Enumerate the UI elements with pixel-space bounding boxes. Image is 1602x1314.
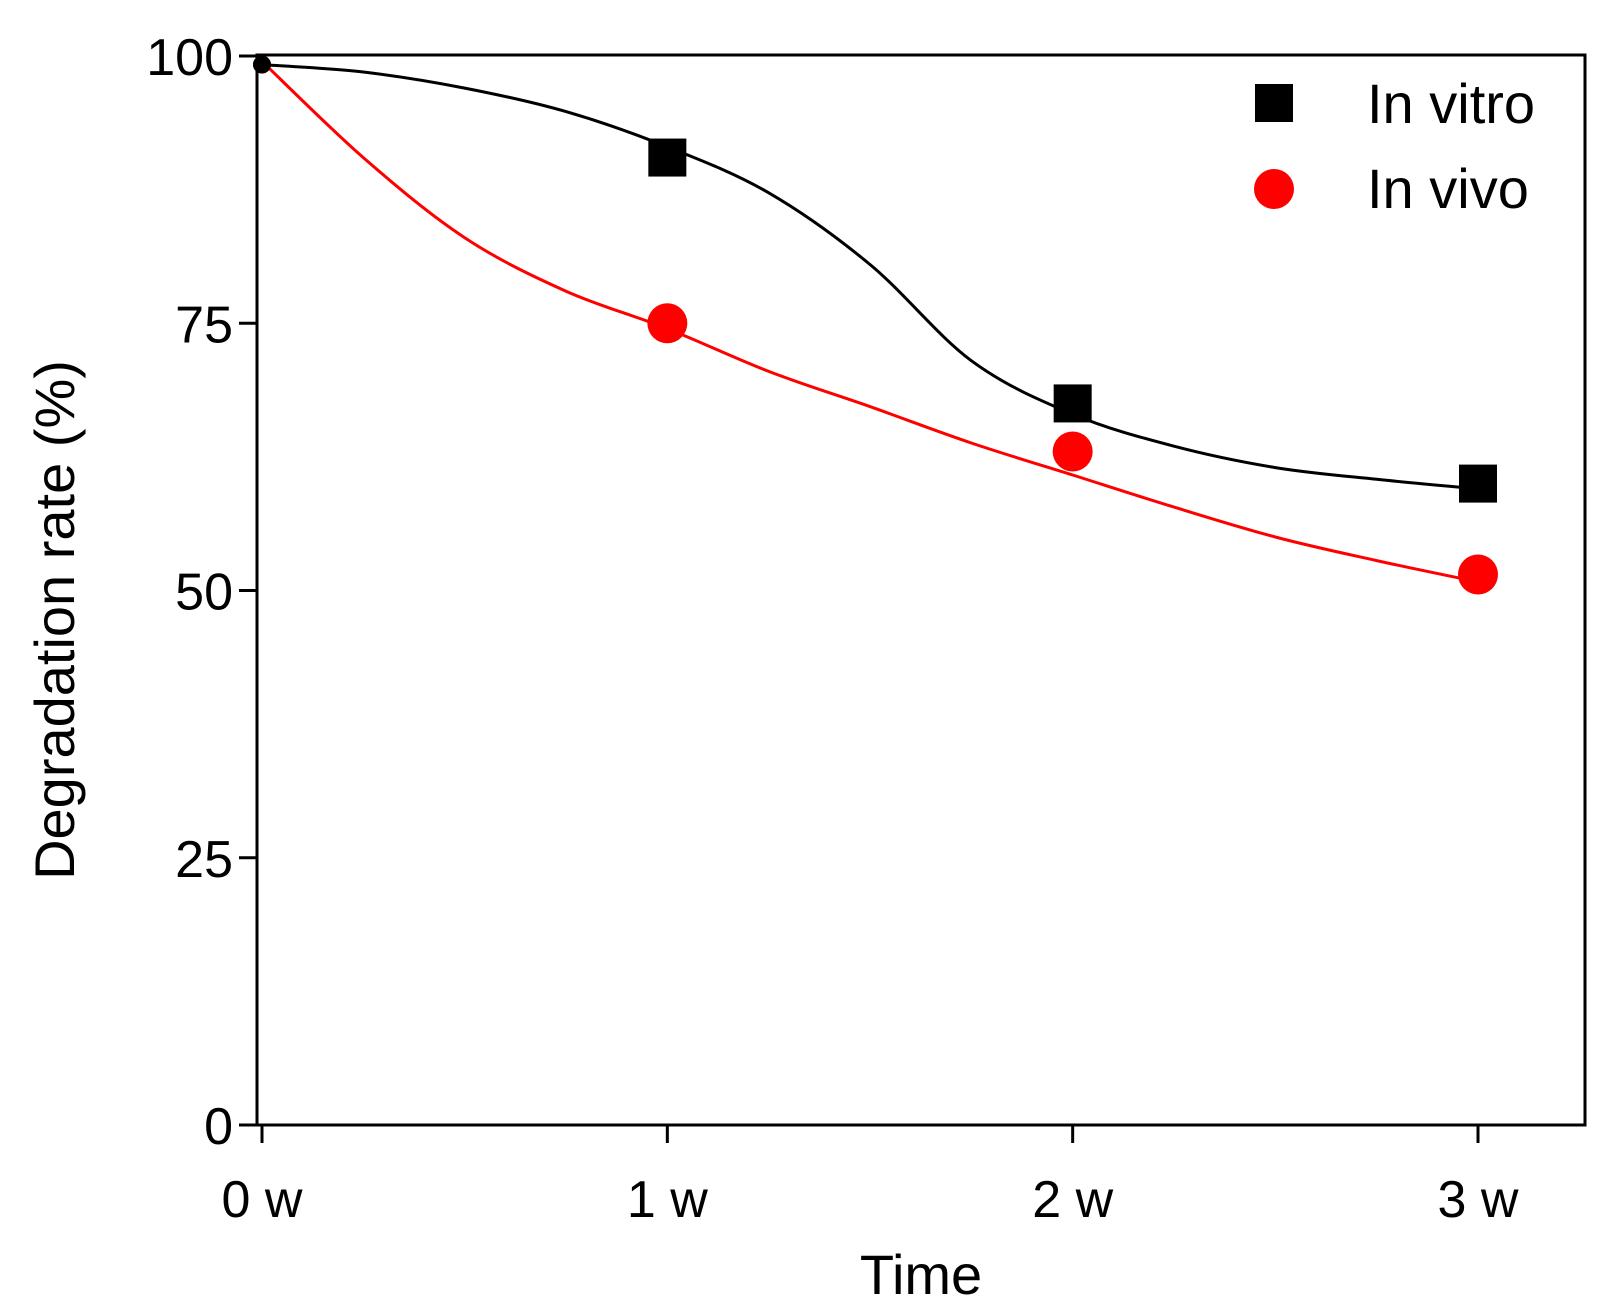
fit-curve-in-vivo [260, 60, 1479, 584]
x-tick-label: 0 w [222, 1171, 303, 1229]
y-tick-label: 50 [175, 564, 233, 622]
data-point-in-vitro [648, 138, 687, 177]
y-tick-label: 25 [175, 831, 233, 889]
fit-curves [260, 60, 1479, 584]
data-point-in-vivo [647, 303, 688, 344]
x-tick-label: 3 w [1438, 1171, 1519, 1229]
data-point-in-vivo [1052, 431, 1093, 472]
x-axis-ticks: 0 w 1 w 2 w 3 w [222, 1125, 1519, 1229]
legend: In vitro In vivo [1254, 72, 1535, 220]
data-point-in-vivo [1458, 554, 1498, 595]
x-axis-label: Time [860, 1243, 982, 1306]
data-markers [253, 55, 1498, 595]
y-axis-label: Degradation rate (%) [23, 360, 86, 880]
legend-marker-in-vitro [1255, 84, 1293, 122]
legend-marker-in-vivo [1254, 169, 1294, 209]
x-tick-label: 2 w [1032, 1171, 1113, 1229]
y-tick-label: 100 [146, 29, 233, 87]
legend-label-in-vivo: In vivo [1367, 157, 1529, 220]
data-point-in-vitro [1053, 384, 1092, 423]
y-tick-label: 0 [204, 1098, 233, 1156]
x-tick-label: 1 w [627, 1171, 708, 1229]
data-point-in-vitro [1459, 464, 1497, 503]
y-tick-label: 75 [175, 296, 233, 354]
data-point-in-vitro [253, 55, 271, 74]
fit-curve-in-vitro [261, 63, 1479, 491]
y-axis-ticks: 0 25 50 75 100 [146, 29, 257, 1156]
legend-label-in-vitro: In vitro [1367, 72, 1535, 135]
